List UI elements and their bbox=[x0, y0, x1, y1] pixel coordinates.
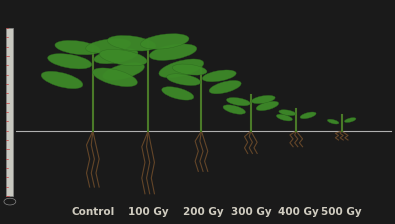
Ellipse shape bbox=[149, 44, 197, 60]
Ellipse shape bbox=[256, 101, 278, 111]
Ellipse shape bbox=[159, 59, 204, 78]
Ellipse shape bbox=[223, 105, 245, 114]
Text: 400 Gy: 400 Gy bbox=[278, 207, 319, 217]
Text: 300 Gy: 300 Gy bbox=[231, 207, 271, 217]
Bar bbox=[6, 28, 13, 196]
Ellipse shape bbox=[162, 87, 194, 100]
Ellipse shape bbox=[276, 114, 292, 121]
Ellipse shape bbox=[107, 35, 156, 51]
Ellipse shape bbox=[279, 110, 296, 116]
Ellipse shape bbox=[251, 95, 275, 104]
Text: 100 Gy: 100 Gy bbox=[128, 207, 168, 217]
Ellipse shape bbox=[55, 41, 100, 55]
Text: 200 Gy: 200 Gy bbox=[183, 207, 224, 217]
Ellipse shape bbox=[202, 70, 236, 82]
Ellipse shape bbox=[167, 74, 201, 86]
Ellipse shape bbox=[327, 119, 339, 124]
Ellipse shape bbox=[100, 49, 147, 66]
Ellipse shape bbox=[226, 97, 250, 106]
Ellipse shape bbox=[103, 63, 145, 80]
Text: Control: Control bbox=[71, 207, 115, 217]
Ellipse shape bbox=[300, 112, 316, 119]
Text: 500 Gy: 500 Gy bbox=[322, 207, 362, 217]
Ellipse shape bbox=[92, 68, 137, 87]
Ellipse shape bbox=[344, 118, 356, 123]
Ellipse shape bbox=[41, 71, 83, 89]
Ellipse shape bbox=[172, 64, 207, 75]
Ellipse shape bbox=[48, 54, 92, 69]
Ellipse shape bbox=[209, 80, 241, 94]
Ellipse shape bbox=[86, 39, 131, 53]
Ellipse shape bbox=[141, 34, 189, 49]
Ellipse shape bbox=[94, 49, 138, 64]
